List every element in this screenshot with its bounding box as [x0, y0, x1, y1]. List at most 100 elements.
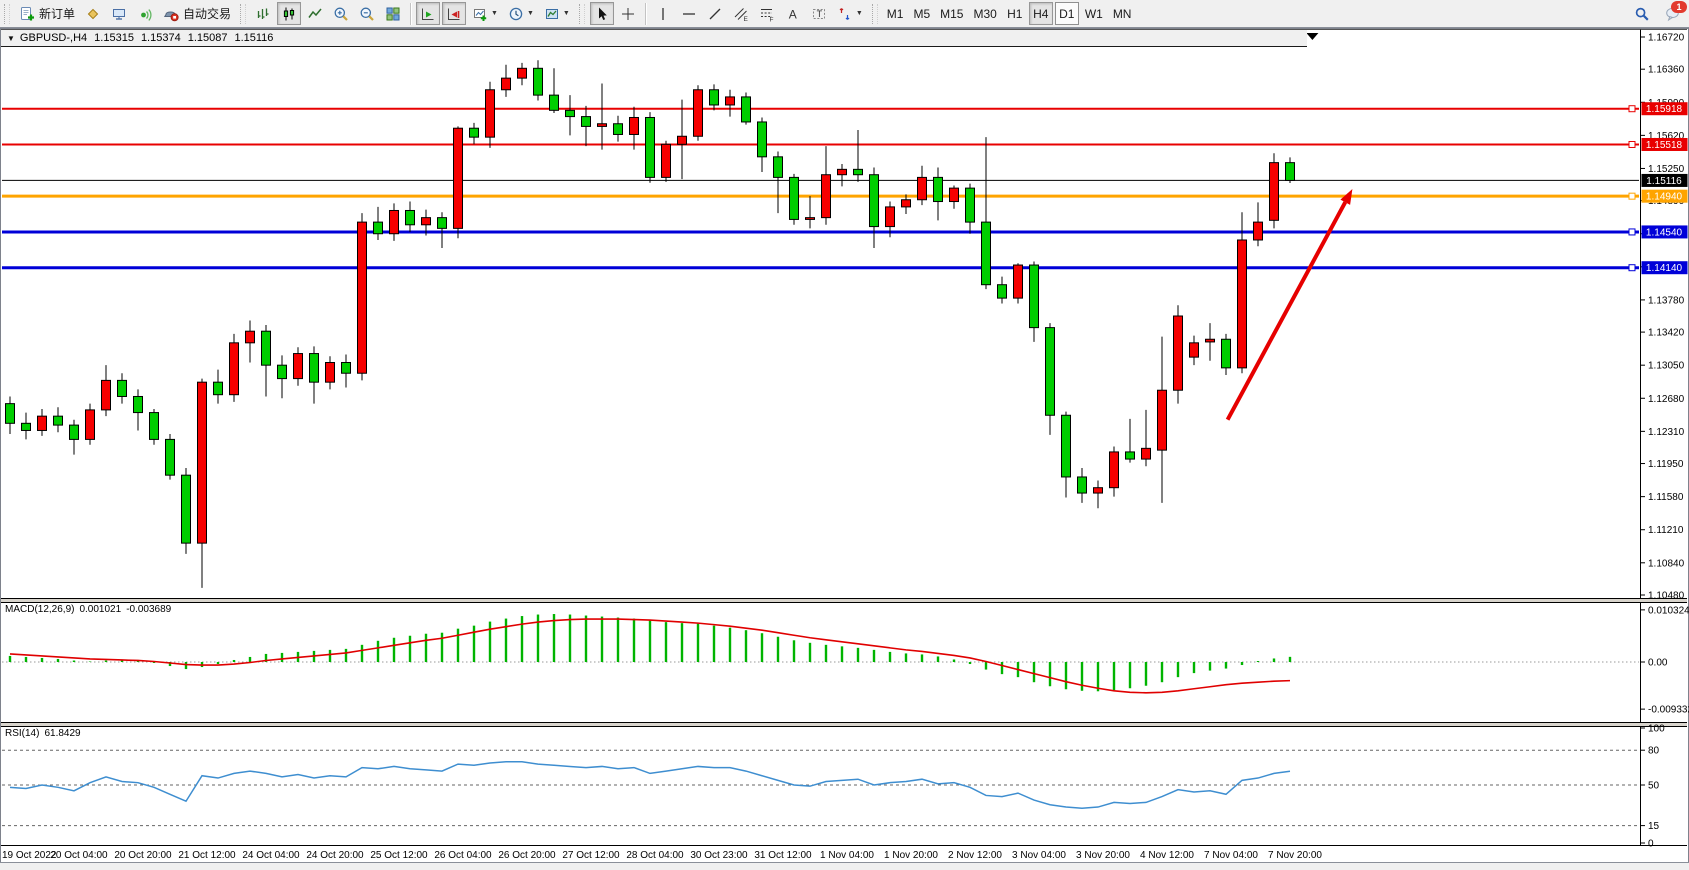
crosshair-icon: [621, 7, 634, 20]
price-axis[interactable]: [1641, 36, 1645, 596]
macd-value: 0.001021: [79, 604, 122, 615]
candlestick-chart-button[interactable]: [277, 2, 302, 25]
macd-signal-line: [9, 618, 1291, 694]
auto-trading-button[interactable]: 自动交易: [159, 2, 235, 25]
fibonacci-button[interactable]: F: [755, 2, 779, 25]
bar-chart-icon: [257, 8, 269, 19]
trendline-button[interactable]: [703, 2, 727, 25]
svg-text:F: F: [769, 16, 773, 22]
horizontal-line-button[interactable]: [677, 2, 701, 25]
horizontal-lines[interactable]: [2, 102, 1688, 275]
timeframe-m1-button[interactable]: M1: [883, 2, 908, 25]
crosshair-button[interactable]: [616, 2, 640, 25]
candles-layer[interactable]: [5, 60, 1295, 588]
news-signal-icon: [141, 8, 152, 21]
timeframe-m30-button[interactable]: M30: [969, 2, 1000, 25]
time-tick-label: 31 Oct 12:00: [754, 850, 812, 861]
time-tick-label: 3 Nov 20:00: [1076, 850, 1130, 861]
price-tick-label: 1.13780: [1648, 295, 1685, 306]
new-chart-icon: [474, 8, 487, 21]
time-tick-label: 1 Nov 04:00: [820, 850, 874, 861]
price-tick-label: 1.13050: [1648, 361, 1685, 372]
rsi-tick-label: 15: [1648, 821, 1660, 832]
new-chart-button[interactable]: ▼: [468, 2, 502, 25]
time-tick-label: 2 Nov 12:00: [948, 850, 1002, 861]
template-icon: [545, 8, 558, 19]
zoom-out-icon: [360, 7, 374, 21]
price-line-badge: 1.15116: [1646, 176, 1682, 187]
vertical-line-button[interactable]: [651, 2, 675, 25]
chat-bubble-icon: [1666, 7, 1679, 21]
chart-close: 1.15116: [234, 32, 274, 44]
shift-marker-icon[interactable]: [1306, 33, 1319, 40]
chart-shift-button[interactable]: [442, 2, 467, 25]
vertical-line-icon: [662, 7, 664, 20]
price-line-badge: 1.15518: [1646, 140, 1683, 151]
dropdown-arrow-icon: ▼: [526, 10, 534, 17]
vps-button[interactable]: [107, 2, 131, 25]
chart-title-bar[interactable]: ▼ GBPUSD-,H4 1.15315 1.15374 1.15087 1.1…: [1, 30, 1307, 47]
svg-text:T: T: [816, 9, 822, 19]
market-watch-button[interactable]: [81, 2, 105, 25]
time-tick-label: 25 Oct 12:00: [370, 850, 428, 861]
price-line-badge: 1.14940: [1646, 192, 1683, 203]
arrows-button[interactable]: ▼: [833, 2, 867, 25]
trend-arrow-head[interactable]: [1340, 189, 1353, 205]
text-label-button[interactable]: T: [807, 2, 831, 25]
chart-window: [0, 28, 1689, 869]
search-button[interactable]: [1630, 2, 1654, 25]
price-line-badge: 1.15918: [1646, 104, 1683, 115]
timeframe-h4-button[interactable]: H4: [1028, 2, 1053, 25]
timeframe-m15-button[interactable]: M15: [936, 2, 967, 25]
time-tick-label: 3 Nov 04:00: [1012, 850, 1066, 861]
dropdown-arrow-icon: ▼: [562, 10, 570, 17]
zoom-in-icon: [334, 7, 348, 21]
macd-name: MACD(12,26,9): [5, 604, 75, 615]
rsi-tick-label: 100: [1648, 724, 1665, 735]
auto-scroll-icon: [422, 8, 434, 20]
rsi-tick-label: 50: [1648, 781, 1660, 792]
new-order-label: 新订单: [39, 7, 76, 21]
auto-scroll-button[interactable]: [416, 2, 441, 25]
time-tick-label: 19 Oct 2022: [2, 850, 57, 861]
zoom-out-button[interactable]: [355, 2, 379, 25]
trend-arrow-line[interactable]: [1225, 201, 1348, 421]
rsi-pane[interactable]: [2, 727, 1645, 844]
time-tick-label: 7 Nov 04:00: [1204, 850, 1258, 861]
equidistant-channel-button[interactable]: E: [729, 2, 753, 25]
toolbar-grip: [4, 3, 10, 24]
timeframe-mn-button[interactable]: MN: [1109, 2, 1136, 25]
toolbar-separator: [644, 2, 646, 25]
price-line-badge: 1.14540: [1646, 227, 1683, 238]
macd-signal-value: -0.003689: [126, 604, 172, 615]
cursor-icon: [598, 7, 607, 20]
zoom-in-button[interactable]: [329, 2, 353, 25]
time-tick-label: 30 Oct 23:00: [690, 850, 748, 861]
macd-pane[interactable]: [2, 609, 1645, 710]
text-button[interactable]: A: [781, 2, 805, 25]
cursor-button[interactable]: [589, 2, 614, 25]
candlestick-chart-icon: [283, 7, 295, 20]
toolbar-separator: [410, 2, 412, 25]
bar-chart-button[interactable]: [251, 2, 275, 25]
new-order-button[interactable]: 新订单: [15, 2, 79, 25]
news-button[interactable]: [133, 2, 157, 25]
time-tick-label: 21 Oct 12:00: [178, 850, 236, 861]
time-tick-label: 1 Nov 20:00: [884, 850, 938, 861]
dropdown-arrow-icon: ▼: [855, 10, 863, 17]
templates-button[interactable]: ▼: [540, 2, 574, 25]
tile-windows-button[interactable]: [381, 2, 405, 25]
timeframe-h1-button[interactable]: H1: [1003, 2, 1027, 25]
rsi-indicator-label: RSI(14) 61.8429: [5, 728, 86, 739]
timeframe-w1-button[interactable]: W1: [1081, 2, 1107, 25]
toolbar-grip: [578, 3, 585, 24]
price-tick-label: 1.11950: [1648, 459, 1684, 470]
timeframe-d1-button[interactable]: D1: [1054, 2, 1079, 25]
timeframe-m5-button[interactable]: M5: [909, 2, 934, 25]
notifications-button[interactable]: 1: [1665, 0, 1687, 22]
price-tick-label: 1.15620: [1648, 131, 1685, 142]
time-tick-label: 20 Oct 04:00: [50, 850, 108, 861]
periods-button[interactable]: ▼: [504, 2, 538, 25]
line-chart-button[interactable]: [303, 2, 327, 25]
